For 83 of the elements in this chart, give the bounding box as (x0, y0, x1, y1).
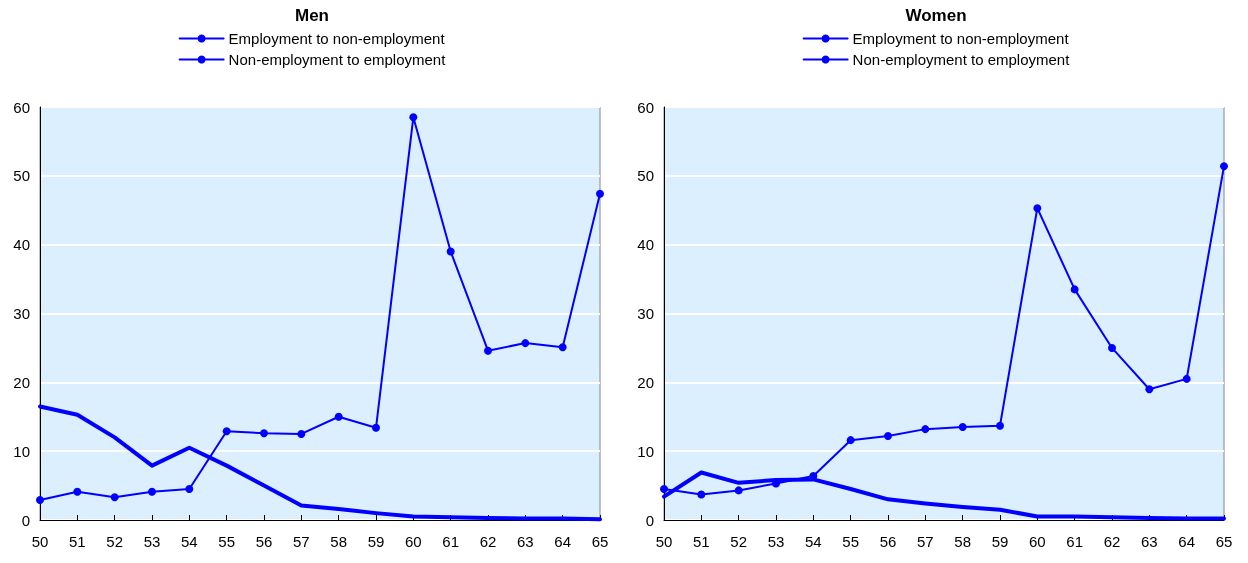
y-tick-label: 30 (13, 305, 30, 322)
point (1070, 285, 1079, 294)
x-tick-label: 61 (1066, 533, 1084, 550)
x-tick-label: 50 (31, 533, 49, 550)
point (484, 346, 492, 355)
chart-title: Men (295, 6, 329, 25)
x-tick-label: 65 (1215, 533, 1233, 550)
point (884, 432, 892, 441)
y-tick-label: 10 (637, 442, 654, 460)
x-tick-label: 53 (767, 533, 785, 550)
x-tick-label: 57 (916, 533, 934, 550)
legend-label: Employment to non-employment (852, 30, 1070, 47)
point (73, 487, 82, 496)
x-tick-label: 60 (404, 533, 422, 550)
x-tick-label: 52 (106, 533, 124, 550)
x-tick-label: 63 (1140, 533, 1158, 550)
point (372, 423, 380, 432)
x-tick-label: 54 (804, 533, 822, 550)
point (921, 425, 930, 434)
x-tick-label: 50 (655, 533, 673, 550)
point (558, 343, 567, 352)
point (521, 339, 530, 348)
y-tick-label: 0 (645, 511, 654, 529)
y-tick-label: 40 (637, 236, 654, 254)
point (809, 471, 818, 480)
x-tick-label: 55 (218, 533, 236, 550)
point (110, 493, 119, 502)
point (1220, 162, 1228, 171)
point (1108, 343, 1116, 352)
chart-title: Women (905, 6, 967, 25)
x-tick-label: 65 (591, 533, 609, 550)
point (846, 436, 855, 445)
point (260, 429, 268, 438)
x-tick-label: 53 (143, 533, 161, 550)
point (36, 496, 44, 505)
x-tick-label: 55 (842, 533, 860, 550)
point (1182, 374, 1191, 383)
legend-label: Non-employment to employment (852, 51, 1071, 68)
point (996, 421, 1004, 430)
y-tick-label: 40 (13, 236, 30, 254)
y-tick-label: 50 (13, 167, 30, 185)
point (660, 485, 668, 494)
x-tick-label: 59 (991, 533, 1009, 550)
x-tick-label: 56 (255, 533, 273, 550)
y-tick-label: 60 (13, 98, 30, 116)
x-tick-label: 62 (1103, 533, 1121, 550)
x-tick-label: 56 (879, 533, 897, 550)
x-tick-label: 51 (68, 533, 86, 550)
y-tick-label: 50 (637, 167, 654, 185)
point (409, 113, 418, 122)
point (185, 485, 194, 494)
x-tick-label: 58 (954, 533, 972, 550)
point (1145, 385, 1154, 394)
y-tick-label: 0 (21, 511, 30, 529)
x-tick-label: 63 (516, 533, 534, 550)
point (334, 412, 343, 421)
x-tick-label: 52 (730, 533, 748, 550)
point (222, 427, 231, 436)
y-tick-label: 30 (637, 305, 654, 322)
x-tick-label: 60 (1028, 533, 1046, 550)
x-tick-label: 61 (442, 533, 460, 550)
x-tick-label: 51 (692, 533, 710, 550)
point (596, 189, 604, 198)
point (148, 487, 156, 496)
legend-label: Non-employment to employment (228, 51, 447, 68)
x-tick-label: 59 (367, 533, 385, 550)
point (297, 429, 306, 438)
x-tick-label: 64 (554, 533, 572, 550)
y-tick-label: 60 (637, 98, 654, 116)
point (446, 247, 455, 256)
legend-label: Employment to non-employment (228, 30, 446, 47)
y-tick-label: 20 (637, 373, 654, 391)
y-tick-label: 10 (13, 442, 30, 460)
x-tick-label: 64 (1178, 533, 1196, 550)
x-tick-label: 58 (330, 533, 348, 550)
x-tick-label: 57 (292, 533, 310, 550)
point (1033, 204, 1042, 213)
point (734, 486, 743, 495)
point (958, 423, 967, 432)
point (697, 490, 706, 499)
x-tick-label: 62 (479, 533, 497, 550)
y-tick-label: 20 (13, 373, 30, 391)
x-tick-label: 54 (180, 533, 198, 550)
